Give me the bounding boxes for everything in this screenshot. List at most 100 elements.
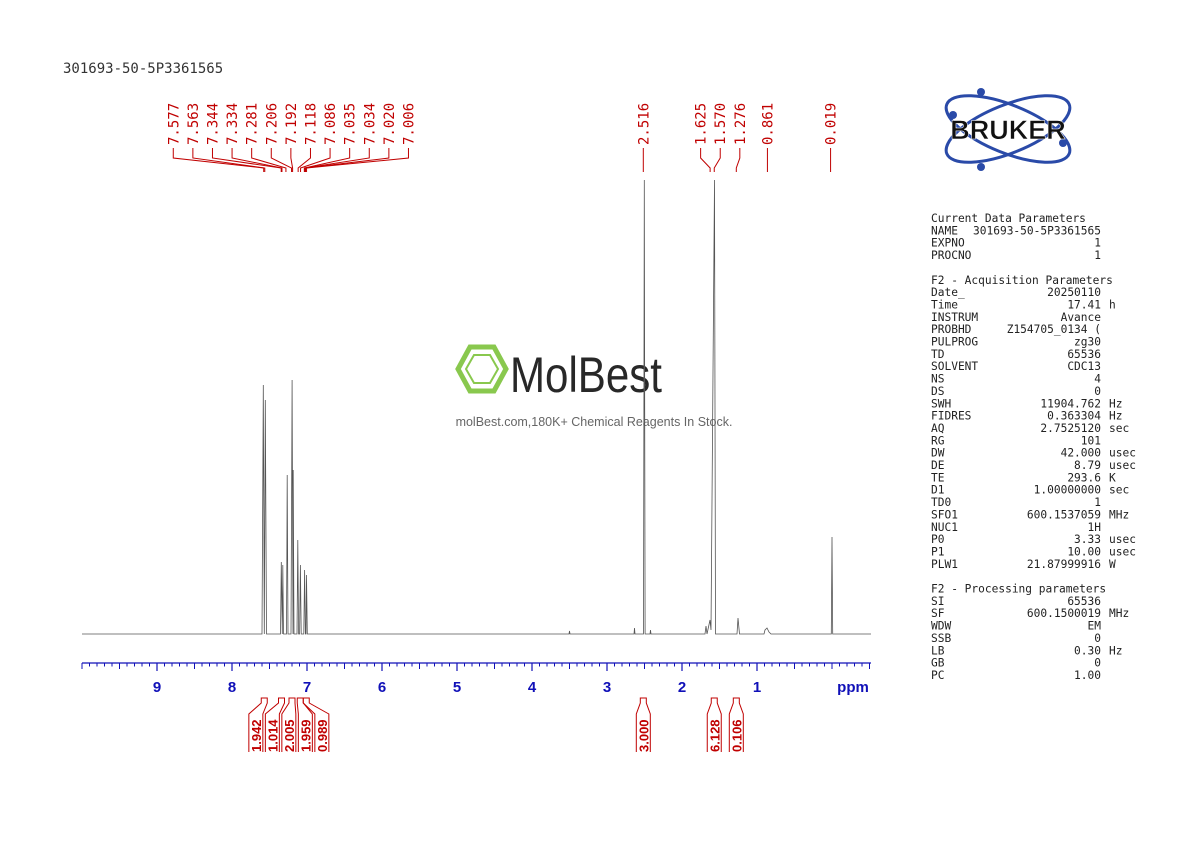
integral-bracket	[635, 697, 651, 752]
bruker-logo: BRUKER	[944, 88, 1072, 171]
param-key: RG	[931, 434, 945, 447]
param-value: 0	[1094, 632, 1101, 645]
param-unit: usec	[1109, 545, 1136, 558]
param-key: DW	[931, 447, 945, 460]
sample-title: 301693-50-5P3361565	[63, 61, 223, 77]
watermark-tagline: molBest.com,180K+ Chemical Reagents In S…	[456, 415, 733, 429]
peak-marker	[192, 148, 266, 172]
watermark-brand: MolBest	[510, 347, 662, 403]
peak-label: 1.276	[733, 103, 749, 145]
integral-label: 0.989	[315, 719, 330, 752]
peak-label: 0.019	[824, 103, 840, 145]
param-value: 11904.762	[1040, 397, 1101, 410]
param-key: PLW1	[931, 558, 958, 571]
param-key: D1	[931, 484, 944, 497]
param-unit: usec	[1109, 447, 1136, 460]
param-key: P1	[931, 545, 944, 558]
integral-bracket	[302, 697, 330, 752]
param-unit: h	[1109, 298, 1116, 311]
param-value: 0.363304	[1047, 410, 1101, 423]
integral-label: 3.000	[636, 719, 651, 752]
param-unit: usec	[1109, 459, 1136, 472]
peak-label: 7.344	[205, 103, 221, 145]
integral-label: 2.005	[282, 719, 297, 752]
param-key: PROBHD	[931, 323, 972, 336]
param-key: DS	[931, 385, 944, 398]
integral-bracket	[706, 697, 722, 752]
param-key: TE	[931, 471, 945, 484]
param-key: SI	[931, 595, 944, 608]
param-value: 8.79	[1074, 459, 1101, 472]
param-heading: Current Data Parameters	[931, 212, 1086, 225]
watermark-icon-inner	[464, 354, 500, 384]
param-value: 1	[1094, 496, 1101, 509]
peak-label: 7.118	[303, 103, 319, 145]
param-value: 65536	[1067, 595, 1101, 608]
param-key: NUC1	[931, 521, 958, 534]
param-value: 10.00	[1067, 545, 1101, 558]
peak-marker	[300, 148, 331, 172]
peak-marker	[735, 148, 741, 172]
param-unit: Hz	[1109, 397, 1122, 410]
param-key: P0	[931, 533, 945, 546]
param-value: 65536	[1067, 348, 1101, 361]
param-value: 1.00000000	[1034, 484, 1102, 497]
integral-label: 0.106	[729, 719, 744, 752]
param-key: EXPNO	[931, 237, 965, 250]
param-key: GB	[931, 657, 945, 670]
param-key: SFO1	[931, 508, 958, 521]
param-value: EM	[1088, 620, 1102, 633]
integral-label: 1.959	[298, 719, 313, 752]
x-tick-label: 2	[678, 679, 686, 696]
param-value: 20250110	[1047, 286, 1101, 299]
param-value: 0	[1094, 657, 1101, 670]
integral-label: 1.942	[249, 719, 264, 752]
param-key: SOLVENT	[931, 360, 978, 373]
logo-dot	[1059, 139, 1067, 147]
param-value: 21.87999916	[1027, 558, 1101, 571]
integral-bracket	[248, 697, 268, 752]
param-key: NAME	[931, 224, 958, 237]
param-key: PC	[931, 669, 944, 682]
param-value: zg30	[1074, 336, 1101, 349]
logo-orbit	[944, 94, 1072, 164]
param-value: 301693-50-5P3361565	[973, 224, 1101, 237]
integral-bracket	[264, 697, 285, 752]
param-unit: MHz	[1109, 508, 1129, 521]
param-value: 600.1500019	[1027, 607, 1101, 620]
peak-label: 7.334	[225, 103, 241, 145]
param-key: SSB	[931, 632, 951, 645]
param-unit: sec	[1109, 422, 1129, 435]
param-unit: Hz	[1109, 410, 1122, 423]
peak-label: 7.034	[362, 103, 378, 145]
param-value: Z154705_0134 (	[1007, 323, 1101, 336]
param-key: INSTRUM	[931, 311, 978, 324]
param-unit: sec	[1109, 484, 1129, 497]
x-tick-label: 5	[453, 679, 461, 696]
param-key: SWH	[931, 397, 951, 410]
param-key: Date_	[931, 286, 965, 299]
param-key: Time	[931, 298, 958, 311]
param-key: TD	[931, 348, 945, 361]
param-value: 0	[1094, 385, 1101, 398]
param-key: TD0	[931, 496, 951, 509]
param-key: AQ	[931, 422, 945, 435]
param-unit: MHz	[1109, 607, 1129, 620]
param-unit: Hz	[1109, 644, 1122, 657]
param-value: 293.6	[1067, 471, 1101, 484]
param-unit: K	[1109, 471, 1116, 484]
param-value: 4	[1094, 373, 1101, 386]
param-value: 2.7525120	[1040, 422, 1101, 435]
x-tick-label: 1	[753, 679, 761, 696]
param-value: 3.33	[1074, 533, 1101, 546]
logo-dot	[977, 163, 985, 171]
watermark-icon	[455, 344, 509, 394]
param-value: 1	[1094, 249, 1101, 262]
param-value: 42.000	[1061, 447, 1102, 460]
peak-marker	[290, 148, 294, 172]
logo-dot	[977, 88, 985, 96]
logo-dot	[949, 111, 957, 119]
param-value: 1H	[1088, 521, 1101, 534]
